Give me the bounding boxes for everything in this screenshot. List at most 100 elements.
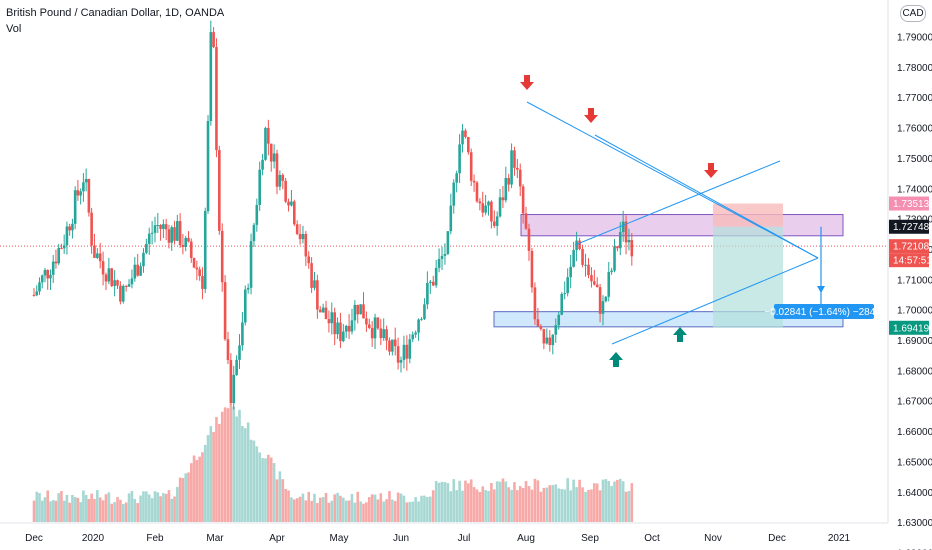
volume-bar [110, 503, 114, 522]
candle-body [116, 280, 119, 286]
candle-body [226, 339, 230, 361]
candle-body [449, 205, 453, 232]
price-tick-label: 1.67000 [897, 397, 932, 408]
volume-bar [35, 491, 39, 522]
candle-body [584, 264, 587, 266]
volume-bar [252, 440, 256, 522]
candle-body [38, 282, 41, 292]
price-tick-label: 1.78000 [897, 63, 932, 74]
candle-body [104, 274, 108, 282]
candle-body [475, 182, 479, 202]
upper-trendline [526, 101, 819, 259]
candle-body [43, 269, 47, 276]
volume-bar [235, 416, 238, 522]
candle-body [382, 329, 385, 339]
candle-body [153, 225, 157, 233]
candle-body [560, 293, 564, 315]
candle-body [621, 221, 625, 232]
volume-bar [136, 503, 139, 522]
volume-bar [38, 493, 41, 522]
candle-body [587, 264, 590, 276]
candle-body [164, 224, 168, 230]
candle-body [62, 245, 66, 249]
volume-bar [79, 502, 82, 522]
candle-body [429, 281, 432, 283]
price-tick-label: 1.77000 [897, 93, 932, 104]
price-tick-label: 1.63000 [897, 518, 932, 529]
time-tick-label: Aug [517, 533, 535, 544]
time-tick-label: Dec [768, 533, 786, 544]
volume-bar [434, 480, 438, 522]
volume-bar [130, 490, 134, 522]
volume-bar [87, 498, 91, 522]
low-level-tag-bg [889, 320, 929, 335]
candle-body [249, 241, 253, 288]
volume-bar [287, 490, 290, 522]
candle-body [162, 224, 165, 229]
candle-body [356, 304, 360, 315]
candle-body [192, 257, 196, 268]
candle-body [478, 201, 482, 204]
high-level-tag: 1.73513 [893, 199, 930, 210]
candle-body [261, 159, 264, 170]
candle-body [446, 231, 450, 254]
volume-bar [96, 490, 99, 522]
candle-body [607, 272, 611, 297]
candle-body [344, 325, 348, 332]
volume-bar [551, 485, 555, 522]
volume-bar [420, 495, 423, 522]
volume-bar [142, 491, 145, 522]
candle-body [238, 345, 241, 360]
candle-body [40, 275, 44, 283]
candle-body [284, 180, 287, 202]
volume-bar [504, 481, 508, 522]
candle-body [590, 275, 593, 282]
candle-body [569, 266, 572, 278]
volume-bar [458, 480, 461, 522]
candle-body [293, 201, 296, 225]
volume-bar [469, 479, 473, 522]
volume-bar [598, 490, 602, 522]
candle-body [139, 266, 142, 276]
volume-bar [313, 493, 316, 522]
candle-body [313, 280, 316, 288]
candle-body [440, 255, 444, 259]
high-level-tag-bg [889, 196, 929, 211]
candle-body [243, 289, 247, 323]
candle-body [581, 249, 584, 265]
candle-body [220, 230, 224, 283]
volume-bar [557, 488, 561, 522]
currency-badge[interactable]: CAD [900, 5, 926, 22]
volume-bar [226, 408, 230, 522]
volume-bar [73, 497, 77, 522]
candle-body [65, 226, 69, 246]
price-tick-label: 1.74000 [897, 184, 932, 195]
candle-body [189, 241, 193, 258]
candle-body [304, 234, 308, 257]
time-tick-label: Apr [269, 533, 285, 544]
volume-bar [147, 494, 151, 522]
volume-bar [101, 500, 105, 522]
volume-bar [475, 489, 479, 522]
candle-body [113, 280, 116, 287]
candle-body [472, 180, 476, 183]
candle-body [232, 374, 236, 404]
time-axis[interactable]: Dec 2020 Feb Mar Apr May Jun Jul Aug Sep Oct Nov Dec… [25, 533, 850, 544]
volume-bar [178, 477, 182, 522]
candle-body [170, 227, 174, 243]
volume-bar [467, 483, 470, 522]
candle-body [601, 301, 605, 314]
volume-bar [563, 489, 566, 522]
candle-body [107, 268, 111, 282]
candle-body [203, 211, 207, 289]
candle-body [469, 152, 473, 181]
volume-bar [153, 491, 157, 522]
volume-bar [324, 492, 328, 522]
candle-body [593, 281, 596, 285]
candle-body [484, 205, 487, 213]
price-axis[interactable]: 1.79000 1.78000 1.77000 1.76000 1.75000 1.740… [897, 33, 932, 550]
candle-body [93, 245, 96, 258]
volume-bar [327, 502, 331, 522]
candle-body [330, 312, 334, 324]
